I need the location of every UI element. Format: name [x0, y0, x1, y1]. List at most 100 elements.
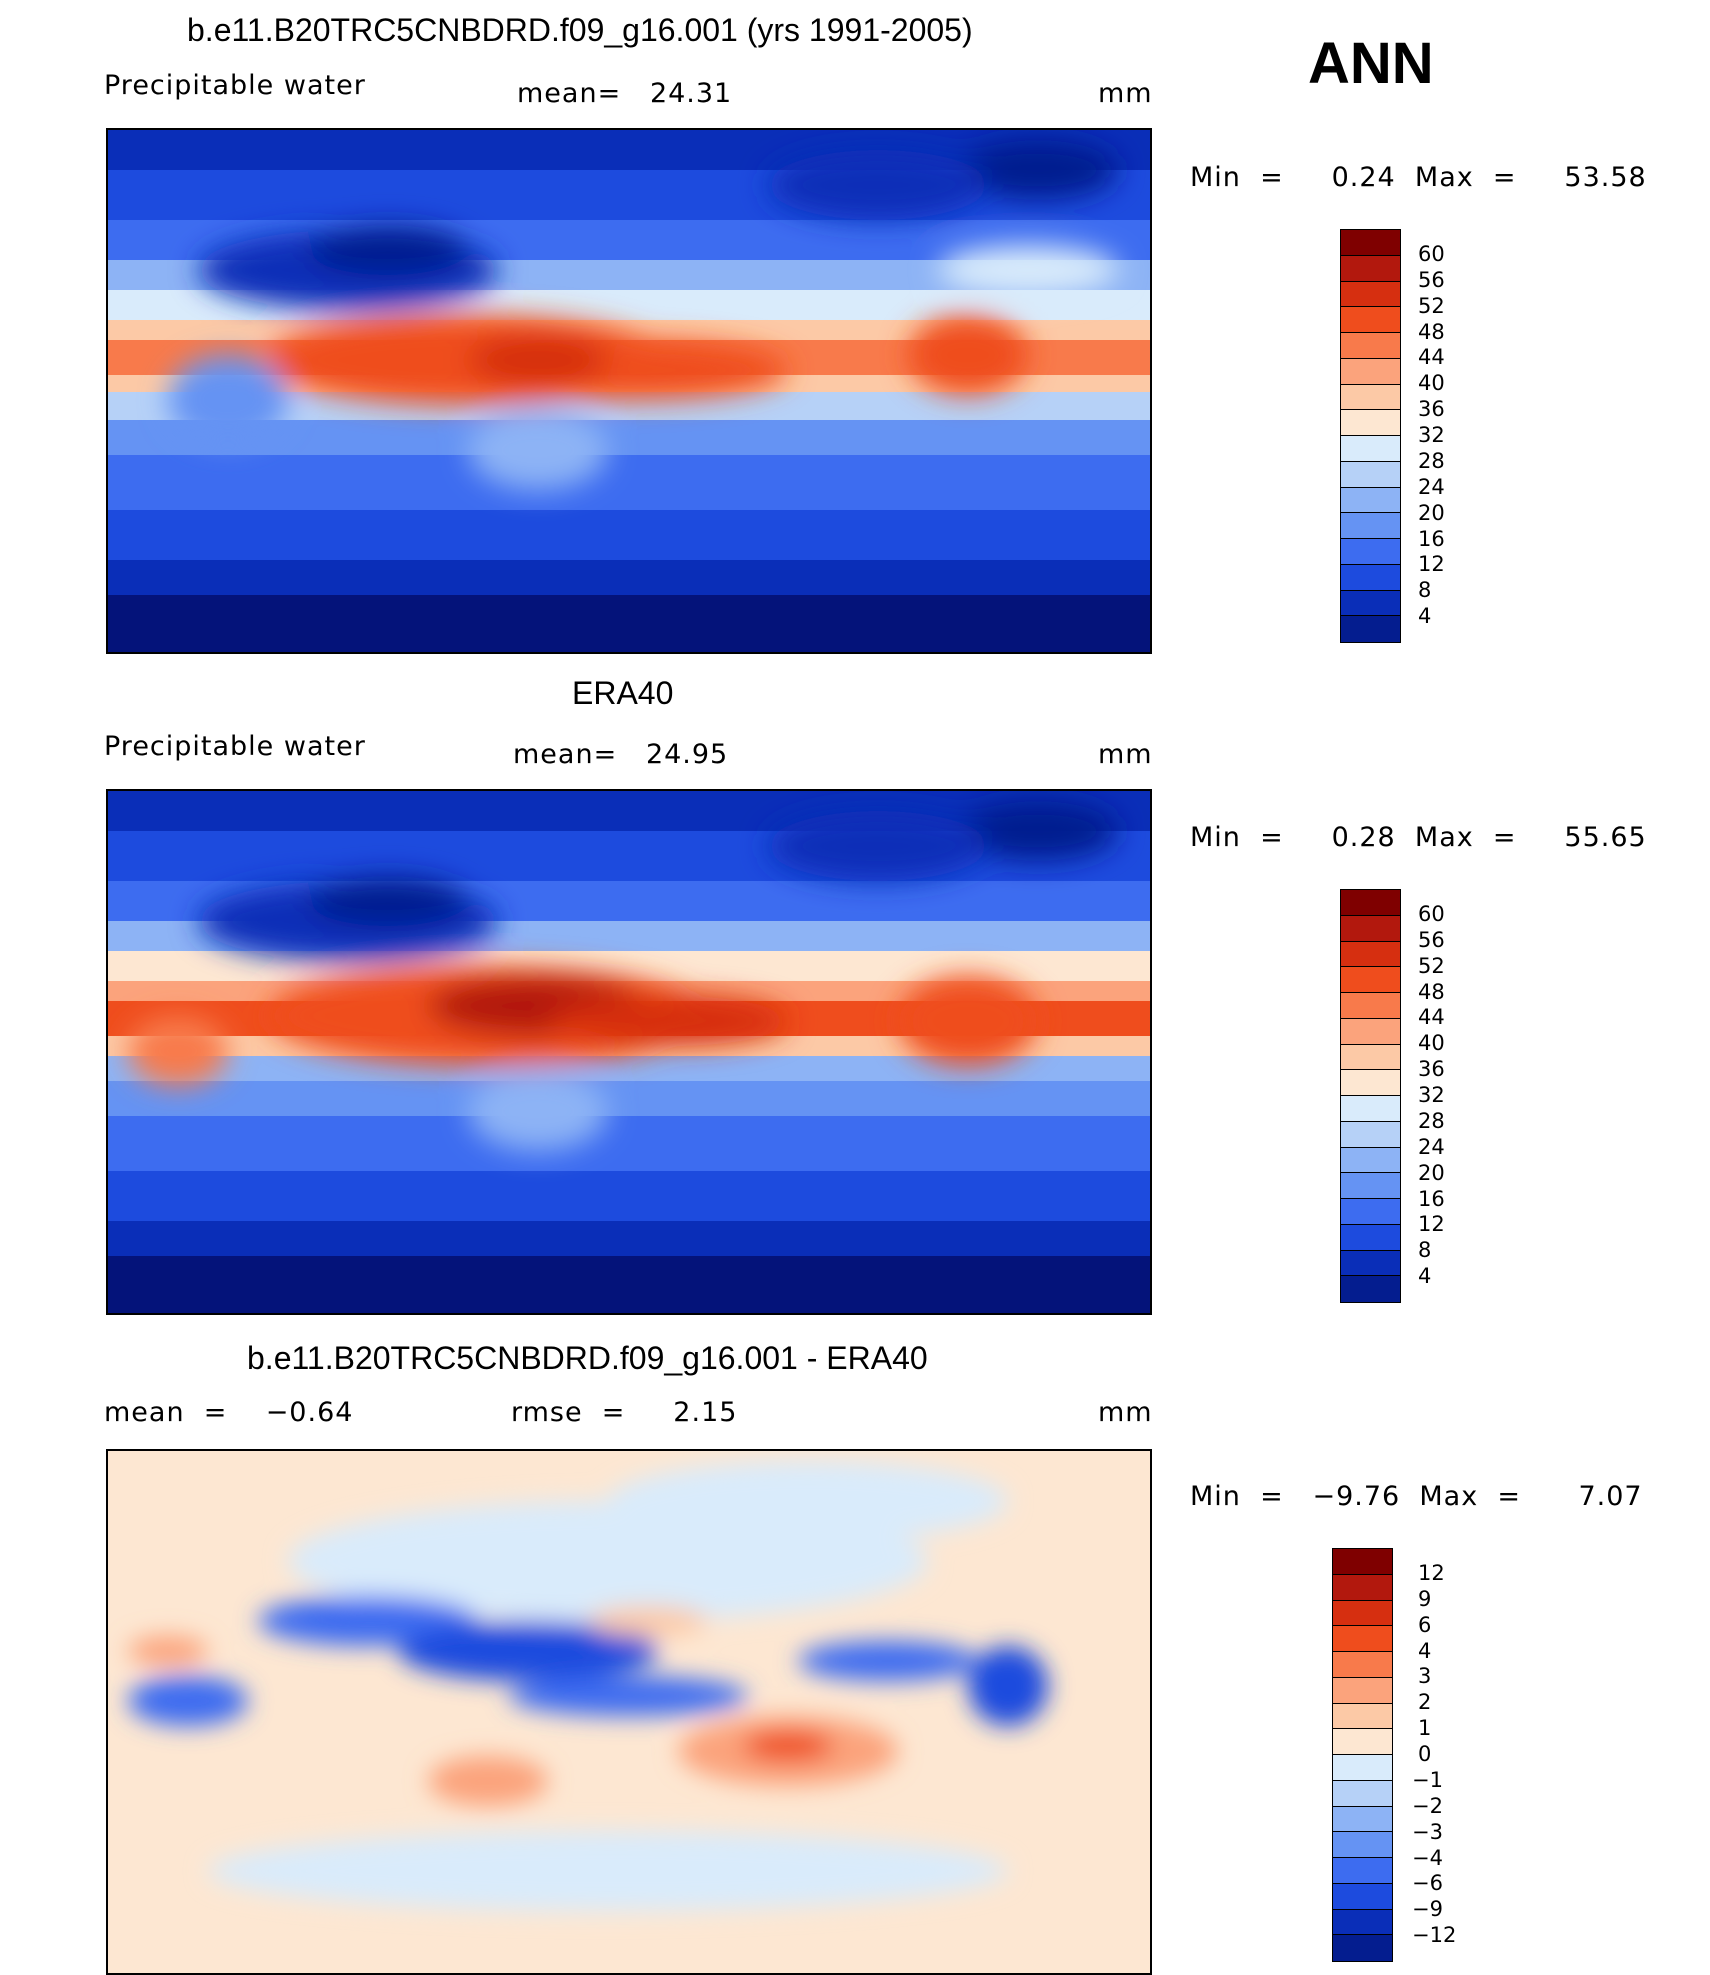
- colorbar-tick-label: 52: [1418, 953, 1445, 978]
- colorbar-bin: [1333, 1780, 1392, 1807]
- colorbar-bin: [1341, 1018, 1400, 1045]
- colorbar-bin: [1341, 941, 1400, 968]
- colorbar-tick-label: 6: [1418, 1612, 1432, 1637]
- colorbar-bin: [1341, 281, 1400, 308]
- colorbar-tick-label: 32: [1418, 1083, 1445, 1107]
- colorbar-bin: [1341, 993, 1400, 1019]
- panel3-rmse: rmse = 2.15: [511, 1397, 738, 1428]
- panel2-mean: mean= 24.95: [513, 739, 729, 770]
- panel1-colorbar: [1340, 229, 1401, 643]
- season-label: ANN: [1308, 31, 1434, 96]
- colorbar-tick-label: 4: [1418, 604, 1432, 629]
- colorbar-bin: [1341, 890, 1400, 916]
- colorbar-tick-label: 20: [1418, 1160, 1445, 1185]
- colorbar-tick-label: 56: [1418, 927, 1445, 952]
- panel2-colorbar-ticks: 60 56 52 48 44 40 36 32 28 24 20 16 12 8 4: [1418, 889, 1498, 1303]
- panel2-title: ERA40: [572, 675, 674, 711]
- colorbar-bin: [1341, 1276, 1400, 1302]
- colorbar-bin: [1333, 1703, 1392, 1730]
- colorbar-bin: [1341, 616, 1400, 642]
- colorbar-tick-label: 40: [1418, 1031, 1445, 1056]
- colorbar-tick-label: 40: [1418, 371, 1445, 396]
- colorbar-bin: [1341, 564, 1400, 591]
- colorbar-bin: [1333, 1574, 1392, 1601]
- colorbar-bin: [1333, 1909, 1392, 1936]
- colorbar-tick-label: 0: [1418, 1742, 1432, 1766]
- panel2-map: [106, 789, 1152, 1315]
- colorbar-tick-label: 20: [1418, 500, 1445, 525]
- colorbar-bin: [1341, 539, 1400, 565]
- panel1-map: [106, 128, 1152, 654]
- panel1-mean: mean= 24.31: [517, 78, 733, 109]
- colorbar-bin: [1341, 590, 1400, 617]
- colorbar-tick-label: 2: [1418, 1690, 1432, 1715]
- colorbar-bin: [1341, 230, 1400, 256]
- colorbar-tick-label: 48: [1418, 319, 1445, 344]
- colorbar-bin: [1341, 1044, 1400, 1071]
- colorbar-tick-label: 60: [1418, 901, 1445, 926]
- colorbar-bin: [1341, 967, 1400, 993]
- colorbar-tick-label: 56: [1418, 267, 1445, 292]
- colorbar-tick-label: 52: [1418, 293, 1445, 318]
- colorbar-bin: [1333, 1549, 1392, 1575]
- colorbar-bin: [1341, 384, 1400, 411]
- colorbar-tick-label: −2: [1412, 1793, 1443, 1818]
- colorbar-bin: [1341, 358, 1400, 385]
- panel2-field-label: Precipitable water: [104, 731, 366, 762]
- colorbar-bin: [1333, 1652, 1392, 1678]
- colorbar-bin: [1341, 487, 1400, 514]
- colorbar-tick-label: 28: [1418, 1108, 1445, 1133]
- colorbar-tick-label: 12: [1418, 552, 1445, 577]
- colorbar-tick-label: 4: [1418, 1264, 1432, 1289]
- panel3-colorbar-ticks: 12 9 6 4 3 2 1 0 −1 −2 −3 −4 −6 −9 −12: [1412, 1548, 1498, 1962]
- colorbar-bin: [1333, 1600, 1392, 1627]
- colorbar-tick-label: 16: [1418, 1186, 1445, 1211]
- colorbar-tick-label: 60: [1418, 241, 1445, 266]
- colorbar-bin: [1341, 255, 1400, 282]
- panel1-min-max: Min = 0.24 Max = 53.58: [1190, 162, 1647, 193]
- colorbar-bin: [1341, 1250, 1400, 1277]
- colorbar-bin: [1333, 1858, 1392, 1884]
- colorbar-bin: [1341, 307, 1400, 333]
- colorbar-bin: [1341, 513, 1400, 539]
- colorbar-bin: [1333, 1832, 1392, 1858]
- colorbar-bin: [1333, 1883, 1392, 1910]
- colorbar-tick-label: 36: [1418, 397, 1445, 422]
- panel3-units: mm: [1098, 1397, 1153, 1428]
- colorbar-bin: [1341, 1199, 1400, 1225]
- colorbar-bin: [1341, 436, 1400, 462]
- colorbar-bin: [1341, 1121, 1400, 1148]
- colorbar-bin: [1341, 1147, 1400, 1174]
- colorbar-tick-label: 32: [1418, 423, 1445, 447]
- colorbar-tick-label: −3: [1412, 1819, 1443, 1844]
- colorbar-tick-label: 44: [1418, 1005, 1445, 1030]
- panel3-min-max: Min = −9.76 Max = 7.07: [1190, 1481, 1643, 1512]
- colorbar-bin: [1333, 1935, 1392, 1961]
- colorbar-tick-label: 12: [1418, 1212, 1445, 1237]
- panel3-colorbar: [1332, 1548, 1393, 1962]
- colorbar-tick-label: 44: [1418, 345, 1445, 370]
- colorbar-bin: [1341, 915, 1400, 942]
- colorbar-bin: [1341, 461, 1400, 488]
- panel1-colorbar-ticks: 60 56 52 48 44 40 36 32 28 24 20 16 12 8 4: [1418, 229, 1498, 643]
- colorbar-tick-label: 3: [1418, 1664, 1432, 1689]
- panel2-min-max: Min = 0.28 Max = 55.65: [1190, 822, 1647, 853]
- colorbar-tick-label: 24: [1418, 1134, 1445, 1159]
- colorbar-bin: [1341, 410, 1400, 436]
- panel2-units: mm: [1098, 739, 1153, 770]
- colorbar-tick-label: 48: [1418, 979, 1445, 1004]
- panel3-title: b.e11.B20TRC5CNBDRD.f09_g16.001 - ERA40: [247, 1340, 928, 1376]
- colorbar-tick-label: 28: [1418, 448, 1445, 473]
- panel2-colorbar: [1340, 889, 1401, 1303]
- colorbar-tick-label: 12: [1418, 1560, 1445, 1585]
- panel1-field-label: Precipitable water: [104, 70, 366, 101]
- colorbar-tick-label: 16: [1418, 526, 1445, 551]
- colorbar-bin: [1333, 1806, 1392, 1833]
- panel3-mean: mean = −0.64: [104, 1397, 354, 1428]
- colorbar-tick-label: 9: [1418, 1586, 1432, 1611]
- colorbar-tick-label: 8: [1418, 578, 1432, 603]
- colorbar-bin: [1333, 1755, 1392, 1781]
- colorbar-tick-label: 36: [1418, 1057, 1445, 1082]
- colorbar-bin: [1341, 333, 1400, 359]
- colorbar-tick-label: −4: [1412, 1845, 1443, 1870]
